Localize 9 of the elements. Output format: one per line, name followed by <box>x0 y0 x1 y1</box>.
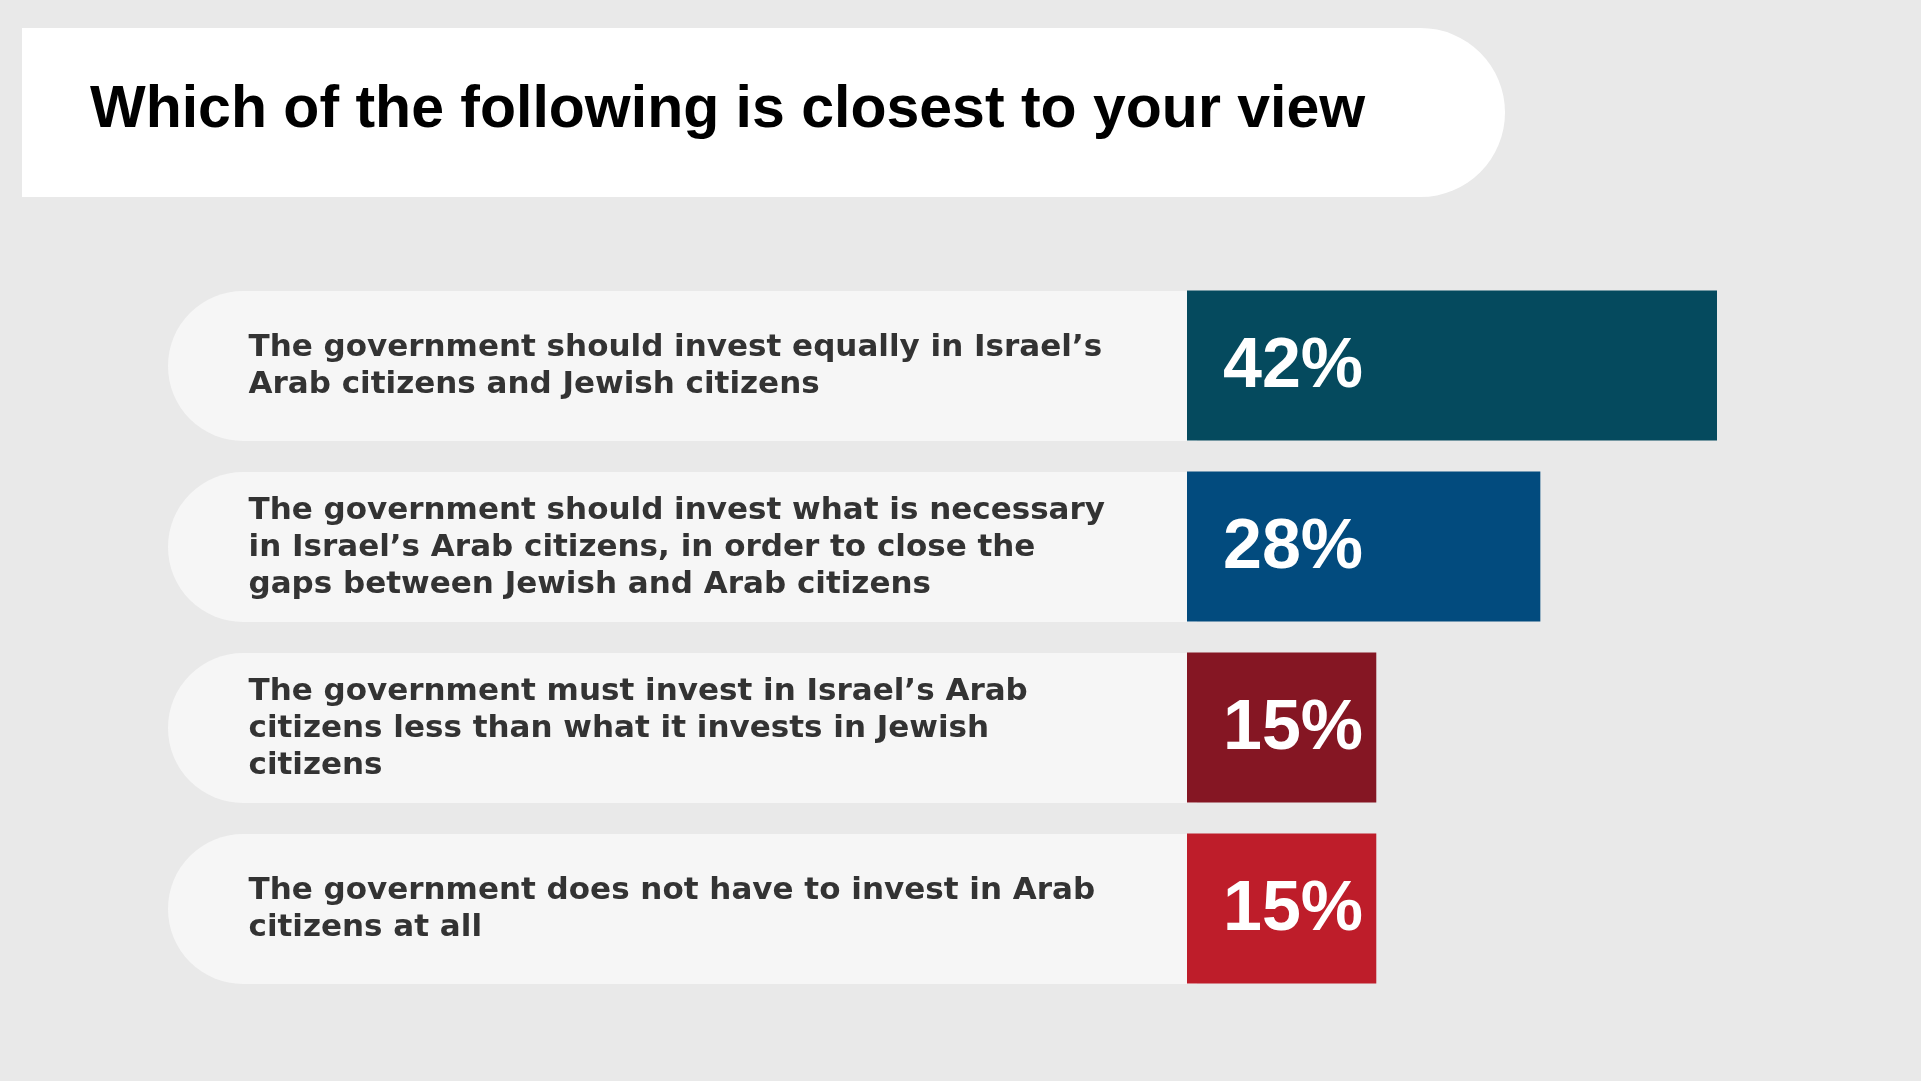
data-label: 15% <box>1223 866 1364 945</box>
data-label: 15% <box>1223 685 1364 764</box>
data-label: 28% <box>1223 504 1364 583</box>
y-tick-label: The government does not have to invest in Arab citizens at all <box>248 870 1096 943</box>
y-tick-label: The government should invest equally in Israel’s Arab citizens and Jewish citizens <box>248 327 1103 400</box>
chart-title: Which of the following is closest to your view <box>90 74 1366 140</box>
data-label: 42% <box>1223 323 1364 402</box>
y-tick-label: The government must invest in Israel’s Arab citizens less than what it invests in Jewish citizens <box>248 670 1028 781</box>
y-tick-label: The government should invest what is necessary in Israel’s Arab citizens, in order to close the gaps between Jewish and Arab citizens <box>248 489 1106 600</box>
